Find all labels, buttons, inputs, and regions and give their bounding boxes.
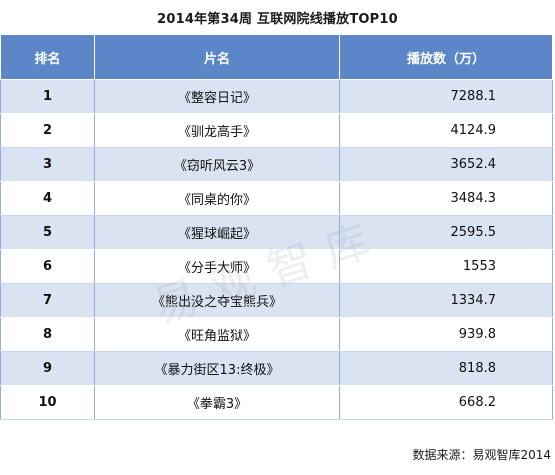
cell-rank: 10 [0, 385, 95, 420]
table-header-row: 排名 片名 播放数（万） [0, 34, 553, 80]
cell-rank: 9 [0, 351, 95, 386]
table-row: 5 《猩球崛起》 2595.5 [0, 215, 553, 250]
header-views: 播放数（万） [339, 34, 553, 80]
header-rank: 排名 [0, 34, 95, 80]
ranking-table: 排名 片名 播放数（万） 1 《整容日记》 7288.1 2 《驯龙高手》 41… [0, 34, 553, 420]
cell-rank: 3 [0, 147, 95, 182]
cell-name: 《猩球崛起》 [94, 215, 340, 250]
table-row: 7 《熊出没之夺宝熊兵》 1334.7 [0, 283, 553, 318]
cell-views: 7288.1 [339, 79, 553, 114]
table-title: 2014年第34周 互联网院线播放TOP10 [157, 12, 398, 27]
table-row: 10 《拳霸3》 668.2 [0, 385, 553, 420]
cell-views: 1334.7 [339, 283, 553, 318]
cell-views: 939.8 [339, 317, 553, 352]
cell-rank: 8 [0, 317, 95, 352]
cell-views: 2595.5 [339, 215, 553, 250]
cell-rank: 4 [0, 181, 95, 216]
table-row: 8 《旺角监狱》 939.8 [0, 317, 553, 352]
cell-name: 《同桌的你》 [94, 181, 340, 216]
cell-views: 1553 [339, 249, 553, 284]
table-row: 1 《整容日记》 7288.1 [0, 79, 553, 114]
cell-rank: 6 [0, 249, 95, 284]
cell-name: 《暴力街区13:终极》 [94, 351, 340, 386]
cell-name: 《旺角监狱》 [94, 317, 340, 352]
cell-name: 《窃听风云3》 [94, 147, 340, 182]
cell-name: 《分手大师》 [94, 249, 340, 284]
cell-views: 818.8 [339, 351, 553, 386]
cell-views: 3652.4 [339, 147, 553, 182]
cell-name: 《拳霸3》 [94, 385, 340, 420]
cell-rank: 7 [0, 283, 95, 318]
cell-rank: 1 [0, 79, 95, 114]
cell-views: 3484.3 [339, 181, 553, 216]
cell-views: 4124.9 [339, 113, 553, 148]
table-row: 3 《窃听风云3》 3652.4 [0, 147, 553, 182]
cell-rank: 2 [0, 113, 95, 148]
cell-name: 《整容日记》 [94, 79, 340, 114]
table-row: 4 《同桌的你》 3484.3 [0, 181, 553, 216]
cell-name: 《熊出没之夺宝熊兵》 [94, 283, 340, 318]
table-row: 9 《暴力街区13:终极》 818.8 [0, 351, 553, 386]
cell-rank: 5 [0, 215, 95, 250]
cell-views: 668.2 [339, 385, 553, 420]
data-source-note: 数据来源：易观智库2014 [412, 448, 551, 462]
table-row: 2 《驯龙高手》 4124.9 [0, 113, 553, 148]
cell-name: 《驯龙高手》 [94, 113, 340, 148]
table-row: 6 《分手大师》 1553 [0, 249, 553, 284]
header-name: 片名 [94, 34, 340, 80]
